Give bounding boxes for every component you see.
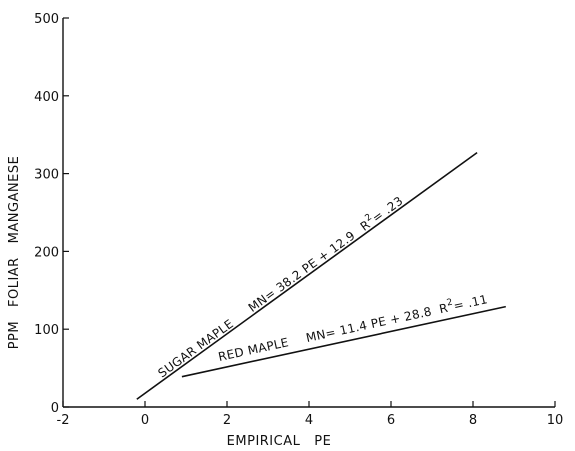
x-tick-label: -2	[57, 413, 70, 428]
sugar-maple-annotation: SUGAR MAPLEMN= 38.2 PE + 12.9R2= .23	[154, 192, 405, 380]
y-tick-label: 100	[34, 323, 59, 338]
x-tick-label: 6	[387, 413, 395, 428]
x-axis-title: EMPIRICAL PE	[227, 434, 332, 449]
x-tick-label: 0	[141, 413, 149, 428]
y-tick-label: 300	[34, 168, 59, 183]
series-group	[136, 151, 506, 400]
x-tick-label: 4	[305, 413, 313, 428]
sugar-maple-regression-line	[136, 151, 478, 400]
sugar-maple-r2-exponent: 2	[364, 212, 375, 224]
red-maple-label: RED MAPLE	[217, 335, 290, 364]
red-maple-equation: MN= 11.4 PE + 28.8	[305, 304, 433, 345]
y-tick-label: 0	[51, 401, 59, 416]
y-axis-title: PPM FOLIAR MANGANESE	[7, 156, 22, 350]
y-tick-label: 400	[34, 90, 59, 105]
y-tick-label: 500	[34, 12, 59, 27]
x-tick-label: 2	[223, 413, 231, 428]
red-maple-regression-line	[181, 305, 506, 378]
x-tick-label: 10	[547, 413, 564, 428]
red-maple-r2-prefix: R	[438, 301, 449, 317]
y-tick-label: 200	[34, 245, 59, 260]
x-tick-label: 8	[469, 413, 477, 428]
red-maple-r2-value: = .11	[452, 292, 489, 313]
sugar-maple-r2-value: = .23	[370, 194, 406, 226]
sugar-maple-equation: MN= 38.2 PE + 12.9	[246, 228, 358, 315]
red-maple-r2-exponent: 2	[446, 298, 454, 309]
